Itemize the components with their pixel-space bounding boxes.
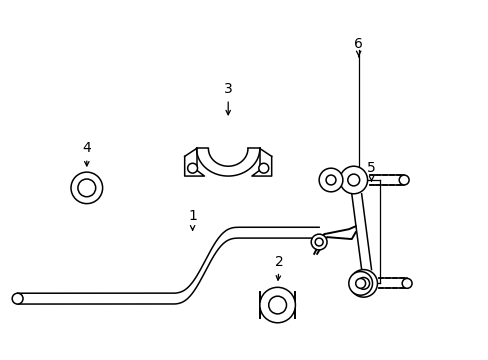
Circle shape (187, 163, 197, 173)
Circle shape (268, 296, 286, 314)
Circle shape (259, 287, 295, 323)
Circle shape (349, 270, 377, 297)
Text: 2: 2 (275, 255, 284, 280)
Circle shape (315, 238, 323, 246)
Circle shape (401, 278, 411, 288)
Circle shape (319, 168, 342, 192)
Circle shape (357, 278, 369, 289)
Circle shape (348, 271, 372, 295)
Text: 3: 3 (224, 82, 232, 115)
Circle shape (258, 163, 268, 173)
Circle shape (12, 293, 23, 304)
Circle shape (78, 179, 96, 197)
Circle shape (339, 166, 367, 194)
Circle shape (325, 175, 335, 185)
Text: 1: 1 (188, 210, 197, 230)
Circle shape (347, 174, 359, 186)
Text: 4: 4 (82, 141, 91, 166)
Circle shape (398, 175, 408, 185)
Circle shape (71, 172, 102, 204)
Text: 5: 5 (366, 161, 375, 181)
Circle shape (310, 234, 326, 250)
Circle shape (355, 278, 365, 288)
Text: 6: 6 (353, 37, 363, 57)
